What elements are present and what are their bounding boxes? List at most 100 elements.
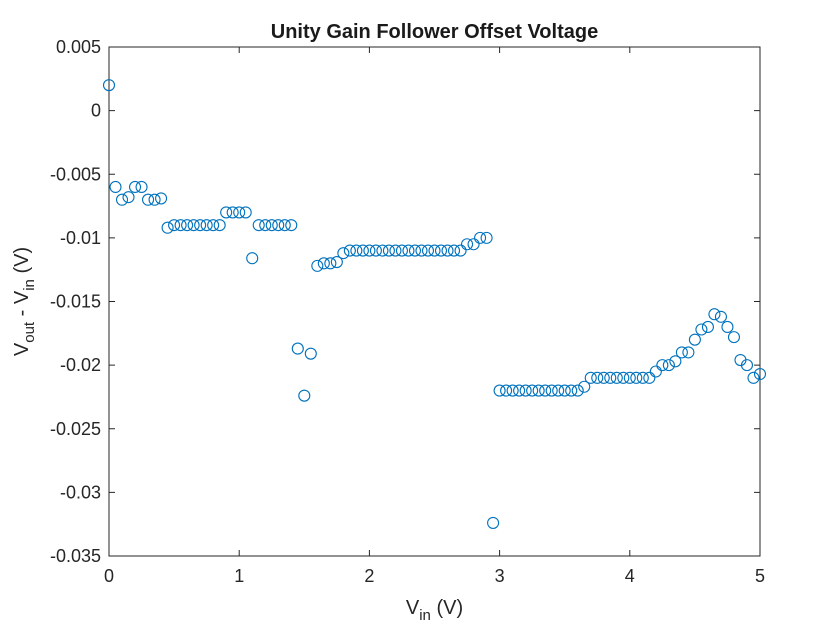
data-point [239,206,252,219]
x-axis-label-subscript: in [419,607,431,624]
data-point [174,219,187,232]
data-point [155,192,168,205]
data-point [506,384,519,397]
data-point [578,380,591,393]
plot-area [108,46,761,557]
data-point [421,244,435,257]
data-point [135,180,148,194]
data-point [565,384,578,397]
data-point [148,193,161,206]
data-point [571,384,584,397]
data-point [747,371,760,384]
y-tick-label: 0.005 [56,37,101,57]
data-point [220,206,233,219]
data-point [591,371,604,384]
data-point [753,367,767,381]
data-point [662,359,675,372]
x-axis-ticks: 0 1 2 3 4 5 [104,47,765,586]
data-point [337,247,350,260]
data-point [643,371,656,384]
data-point [701,320,714,334]
data-point [128,180,142,194]
data-point [311,259,324,272]
y-axis-ticks: 0.005 0 -0.005 -0.01 -0.015 -0.02 -0.025 -0.03 -… [50,37,760,566]
data-point [395,244,409,257]
data-point [460,238,474,251]
y-axis-label-part1: V [11,342,33,356]
data-point [597,371,610,384]
data-point [207,219,220,232]
data-point [285,219,298,232]
data-point [291,342,304,355]
data-point [408,244,422,257]
data-point [740,359,754,372]
data-point [213,219,226,232]
data-point [545,384,558,397]
data-point [389,244,402,257]
y-axis-label-subscript2: in [21,279,38,291]
x-tick-label: 4 [625,566,635,586]
data-point [317,257,330,270]
x-tick-label: 3 [495,566,505,586]
data-point [539,384,552,397]
data-point [447,244,461,257]
data-point [142,193,155,206]
data-point [682,346,695,359]
data-point [487,516,500,529]
y-tick-label: -0.015 [50,292,101,312]
data-point [272,219,285,232]
y-axis-label: Vout - Vin (V) [11,247,38,356]
data-point [552,384,565,397]
data-point [278,219,291,232]
data-point [122,191,135,204]
x-axis-label: Vin (V) [406,597,463,624]
data-point [200,219,213,232]
data-point [194,219,207,232]
data-point [369,244,382,257]
data-point [246,252,259,265]
data-point [376,244,389,257]
data-point [584,371,597,384]
data-point [480,231,493,244]
data-point [493,384,506,397]
data-point [441,244,454,257]
data-point [558,384,571,397]
data-point [324,257,337,270]
data-point [363,244,376,257]
data-point [330,256,343,269]
data-point [688,333,701,346]
data-point [109,180,122,194]
data-point [630,371,643,384]
data-point [656,359,669,372]
data-point [382,244,395,257]
y-tick-label: 0 [91,101,101,121]
data-point [669,355,682,368]
data-point [617,371,630,384]
data-point [636,371,649,384]
data-point [526,384,539,397]
y-tick-label: -0.005 [50,164,101,184]
data-point [233,206,246,219]
data-point [714,310,727,323]
y-axis-label-subscript1: out [21,321,38,343]
scatter-series [102,79,767,529]
y-tick-label: -0.035 [50,546,101,566]
data-point [265,219,278,232]
data-point [474,231,487,244]
data-point [402,244,415,257]
data-point [181,219,194,232]
x-tick-label: 5 [755,566,765,586]
data-point [102,79,116,92]
data-point [623,371,636,384]
data-point [343,244,356,257]
data-point [708,308,721,321]
data-point [356,244,369,257]
y-tick-label: -0.02 [60,355,101,375]
data-point [187,219,200,232]
y-axis-label-part3: (V) [11,247,33,279]
data-point [252,219,265,232]
x-tick-label: 1 [234,566,244,586]
x-tick-label: 2 [364,566,374,586]
data-point [161,221,174,234]
data-point [721,320,734,334]
